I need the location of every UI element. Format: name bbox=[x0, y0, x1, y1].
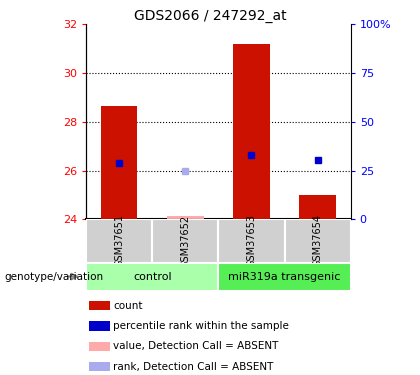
Bar bbox=[89, 321, 110, 331]
Bar bbox=[89, 342, 110, 351]
Text: percentile rank within the sample: percentile rank within the sample bbox=[113, 321, 289, 331]
Bar bbox=[299, 195, 336, 219]
Bar bbox=[218, 262, 351, 291]
Bar bbox=[167, 216, 204, 219]
Text: control: control bbox=[133, 272, 171, 282]
Bar bbox=[86, 219, 152, 262]
Bar bbox=[86, 262, 218, 291]
Bar bbox=[101, 106, 137, 219]
Text: GSM37654: GSM37654 bbox=[312, 214, 323, 267]
Text: genotype/variation: genotype/variation bbox=[4, 272, 103, 282]
Bar bbox=[233, 44, 270, 219]
Text: count: count bbox=[113, 301, 143, 311]
Text: miR319a transgenic: miR319a transgenic bbox=[228, 272, 341, 282]
Text: GSM37653: GSM37653 bbox=[247, 214, 257, 267]
Text: GSM37651: GSM37651 bbox=[114, 214, 124, 267]
Bar bbox=[89, 362, 110, 371]
Bar bbox=[218, 219, 285, 262]
Text: GDS2066 / 247292_at: GDS2066 / 247292_at bbox=[134, 9, 286, 23]
Bar bbox=[89, 301, 110, 310]
Bar bbox=[285, 219, 351, 262]
Bar bbox=[152, 219, 218, 262]
Text: GSM37652: GSM37652 bbox=[180, 214, 190, 267]
Text: value, Detection Call = ABSENT: value, Detection Call = ABSENT bbox=[113, 341, 279, 351]
Text: rank, Detection Call = ABSENT: rank, Detection Call = ABSENT bbox=[113, 362, 274, 372]
